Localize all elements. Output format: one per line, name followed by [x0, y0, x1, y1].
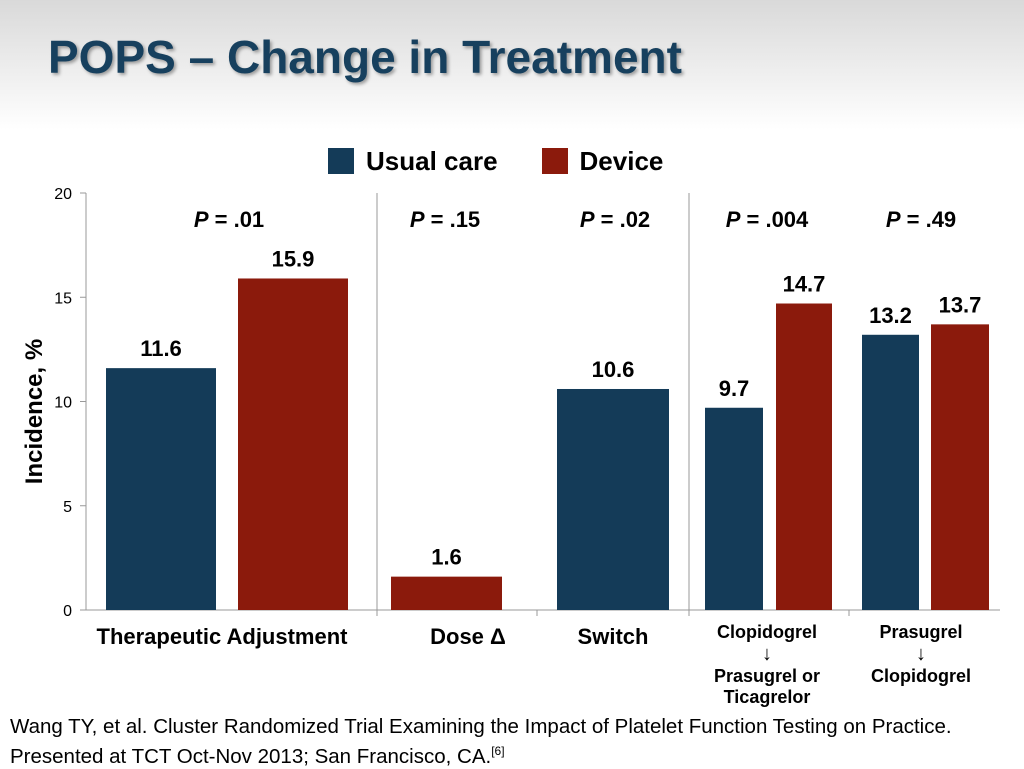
bar-value-label: 11.6 [140, 336, 182, 361]
chart-legend: Usual care Device [328, 144, 663, 178]
legend-swatch-usual-care [328, 148, 354, 174]
category-label-line: Clopidogrel [871, 666, 971, 686]
y-tick-label: 10 [54, 395, 72, 412]
footnote: Wang TY, et al. Cluster Randomized Trial… [10, 714, 1010, 769]
bar-value-label: 13.7 [939, 292, 982, 317]
category-label-line: Ticagrelor [724, 687, 811, 707]
header-band [0, 0, 1024, 130]
footnote-ref: [6] [491, 744, 505, 758]
y-tick-label: 15 [54, 290, 72, 307]
legend-item-usual-care: Usual care [328, 146, 498, 177]
legend-item-device: Device [541, 145, 664, 177]
p-value-label: P = .004 [726, 207, 809, 232]
bar [862, 334, 919, 610]
bar-value-label: 15.9 [272, 246, 315, 271]
category-label: Therapeutic Adjustment [97, 624, 349, 649]
bar-value-label: 10.6 [592, 357, 635, 382]
p-value-label: P = .49 [886, 207, 956, 232]
bar [931, 324, 989, 610]
category-label-line: Clopidogrel [717, 622, 817, 642]
p-value-label: P = .15 [410, 207, 480, 232]
bar [557, 388, 669, 610]
legend-label-usual-care: Usual care [366, 145, 498, 176]
bar [238, 278, 348, 610]
category-label-line: Prasugrel or [714, 666, 820, 686]
legend-label-device: Device [579, 145, 664, 176]
bar [391, 576, 502, 610]
legend-swatch-device [541, 148, 568, 174]
bar-value-label: 14.7 [783, 272, 826, 297]
p-value-label: P = .01 [194, 207, 264, 232]
bar [776, 303, 832, 610]
p-value-label: P = .02 [580, 207, 650, 232]
category-label: Switch [578, 624, 649, 649]
bar [106, 368, 216, 610]
category-label-line: Prasugrel [879, 622, 962, 642]
y-tick-label: 5 [63, 499, 72, 516]
category-label-line: ↓ [762, 643, 772, 665]
category-label-line: ↓ [916, 643, 926, 665]
category-label: Dose Δ [430, 624, 506, 649]
bar-value-label: 1.6 [431, 545, 462, 570]
bar [705, 407, 763, 610]
y-axis-label: Incidence, % [21, 339, 48, 484]
bar-value-label: 9.7 [719, 376, 750, 401]
page-title: POPS – Change in Treatment [48, 31, 682, 83]
bar-value-label: 13.2 [869, 303, 912, 328]
y-tick-label: 0 [63, 603, 72, 620]
y-tick-label: 20 [54, 186, 72, 203]
footnote-text: Wang TY, et al. Cluster Randomized Trial… [10, 715, 952, 768]
